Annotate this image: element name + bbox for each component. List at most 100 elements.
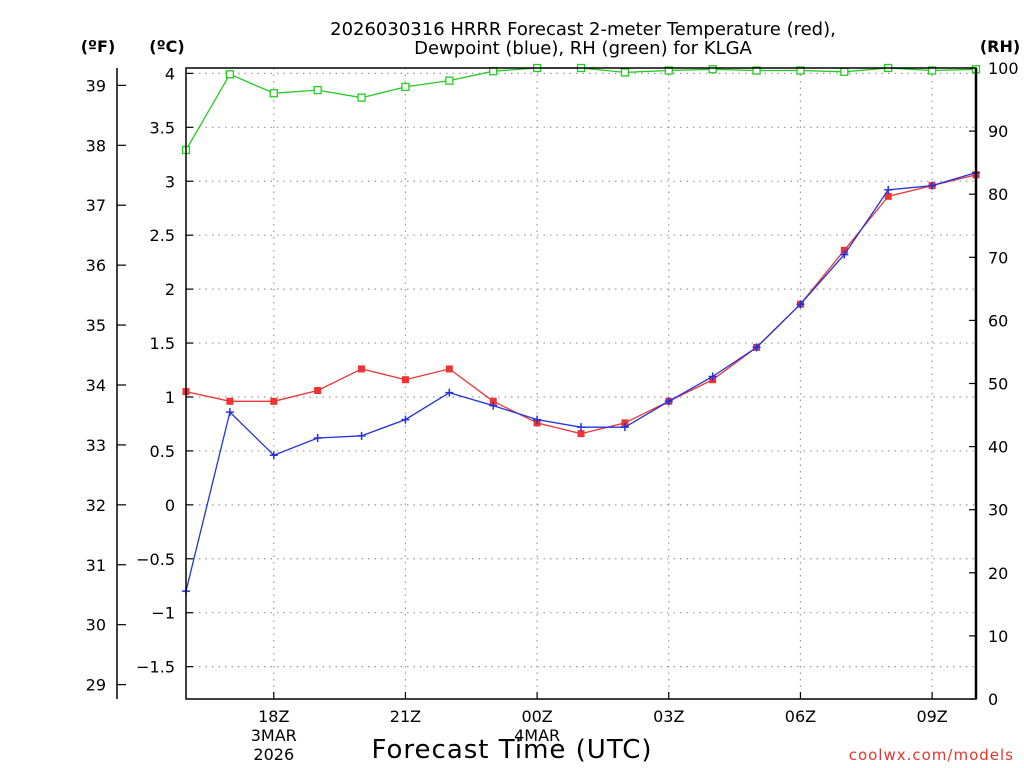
fahrenheit-tick-label: 30 xyxy=(86,616,106,635)
rh-point xyxy=(840,67,849,76)
rh-tick-label: 50 xyxy=(988,375,1008,394)
rh-tick-label: 80 xyxy=(988,185,1008,204)
celsius-tick-label: −1 xyxy=(151,604,175,623)
fahrenheit-tick-label: 29 xyxy=(86,676,106,695)
rh-tick-label: 40 xyxy=(988,438,1008,457)
celsius-tick-label: 2 xyxy=(165,280,175,299)
rh-point xyxy=(620,68,630,77)
dewpoint-point xyxy=(445,388,454,397)
temperature-point xyxy=(884,192,892,200)
dewpoint-point xyxy=(708,372,717,381)
temperature-point xyxy=(577,430,585,438)
rh-tick-label: 20 xyxy=(988,564,1008,583)
chart-title-line2: Dewpoint (blue), RH (green) for KLGA xyxy=(414,38,752,59)
chart-title-line1: 2026030316 HRRR Forecast 2-meter Tempera… xyxy=(330,19,836,40)
celsius-tick-label: −1.5 xyxy=(136,658,175,677)
rh-tick-label: 10 xyxy=(988,627,1008,646)
temperature-point xyxy=(401,376,409,384)
rh-point xyxy=(445,76,454,85)
celsius-axis: 4 3.5 3 2.5 2 1.5 1 0.5 0 −0.5 −1 −1.5 xyxy=(136,64,193,677)
credit-label: coolwx.com/models xyxy=(849,746,1014,764)
fahrenheit-tick-label: 37 xyxy=(86,196,106,215)
dewpoint-point xyxy=(269,451,278,460)
x-tick-date: 4MAR xyxy=(514,726,560,745)
x-tick-label: 09Z xyxy=(916,707,947,726)
dewpoint-point xyxy=(884,185,893,194)
dewpoint-point xyxy=(577,423,585,432)
plot-frame xyxy=(185,67,977,700)
temperature-line xyxy=(185,174,977,435)
x-tick-label: 18Z xyxy=(258,707,289,726)
rh-tick-label: 60 xyxy=(988,311,1008,330)
rh-tick-label: 30 xyxy=(988,501,1008,520)
temperature-point xyxy=(314,387,322,395)
celsius-tick-label: −0.5 xyxy=(136,550,175,569)
rh-point xyxy=(796,66,805,75)
series-layer xyxy=(181,63,981,596)
dewpoint-point xyxy=(752,343,761,352)
dewpoint-point xyxy=(533,415,542,424)
dewpoint-point xyxy=(664,397,673,406)
rh-point xyxy=(313,85,322,95)
temperature-point xyxy=(358,365,366,373)
celsius-tick-label: 1 xyxy=(165,388,175,407)
dewpoint-point xyxy=(313,433,322,442)
rh-point xyxy=(401,82,410,92)
fahrenheit-unit-label: (ºF) xyxy=(81,37,116,56)
fahrenheit-tick-label: 34 xyxy=(86,376,106,395)
temperature-point xyxy=(621,419,629,427)
celsius-tick-label: 3.5 xyxy=(150,118,175,137)
celsius-tick-label: 0 xyxy=(165,496,175,515)
rh-tick-label: 0 xyxy=(988,690,998,709)
rh-point xyxy=(708,65,717,74)
rh-tick-label: 90 xyxy=(988,122,1008,141)
rh-point xyxy=(225,70,235,79)
rh-point xyxy=(269,89,278,98)
x-axis-label: Forecast Time (UTC) xyxy=(371,735,652,765)
x-tick-date: 3MAR xyxy=(251,726,297,745)
fahrenheit-axis: 39 38 37 36 35 34 33 32 31 30 29 xyxy=(86,68,126,699)
gridlines xyxy=(186,68,976,699)
rh-point xyxy=(357,93,366,102)
fahrenheit-tick-label: 31 xyxy=(86,556,106,575)
x-tick-label: 03Z xyxy=(653,707,684,726)
fahrenheit-tick-label: 33 xyxy=(86,436,106,455)
dewpoint-point xyxy=(620,423,629,432)
fahrenheit-tick-label: 38 xyxy=(86,136,106,155)
dewpoint-point xyxy=(840,250,849,259)
rh-point xyxy=(664,66,673,75)
celsius-unit-label: (ºC) xyxy=(149,37,184,56)
temperature-point xyxy=(445,365,453,373)
celsius-tick-label: 2.5 xyxy=(150,226,175,245)
temperature-point xyxy=(489,397,497,405)
dewpoint-point xyxy=(489,401,498,410)
temperature-point xyxy=(270,397,278,405)
temperature-point xyxy=(226,397,234,405)
fahrenheit-tick-label: 39 xyxy=(86,76,106,95)
fahrenheit-tick-label: 32 xyxy=(86,496,106,515)
x-tick-year: 2026 xyxy=(253,745,294,764)
x-tick-label: 06Z xyxy=(785,707,816,726)
celsius-tick-label: 0.5 xyxy=(150,442,175,461)
dewpoint-point xyxy=(225,408,234,417)
celsius-tick-label: 4 xyxy=(165,64,175,83)
dewpoint-point xyxy=(357,431,366,440)
rh-point xyxy=(752,66,761,75)
x-tick-label: 21Z xyxy=(390,707,421,726)
rh-tick-label: 70 xyxy=(988,248,1008,267)
celsius-tick-label: 1.5 xyxy=(150,334,175,353)
dewpoint-point xyxy=(401,415,410,424)
x-tick-label: 00Z xyxy=(521,707,552,726)
rh-unit-label: (RH) xyxy=(980,37,1020,56)
rh-tick-label: 100 xyxy=(988,59,1019,78)
rh-line xyxy=(185,67,977,151)
fahrenheit-tick-label: 36 xyxy=(86,256,106,275)
celsius-tick-label: 3 xyxy=(165,172,175,191)
fahrenheit-tick-label: 35 xyxy=(86,316,106,335)
temperature-point xyxy=(840,246,848,254)
rh-point xyxy=(927,66,937,75)
dewpoint-point xyxy=(928,181,937,190)
